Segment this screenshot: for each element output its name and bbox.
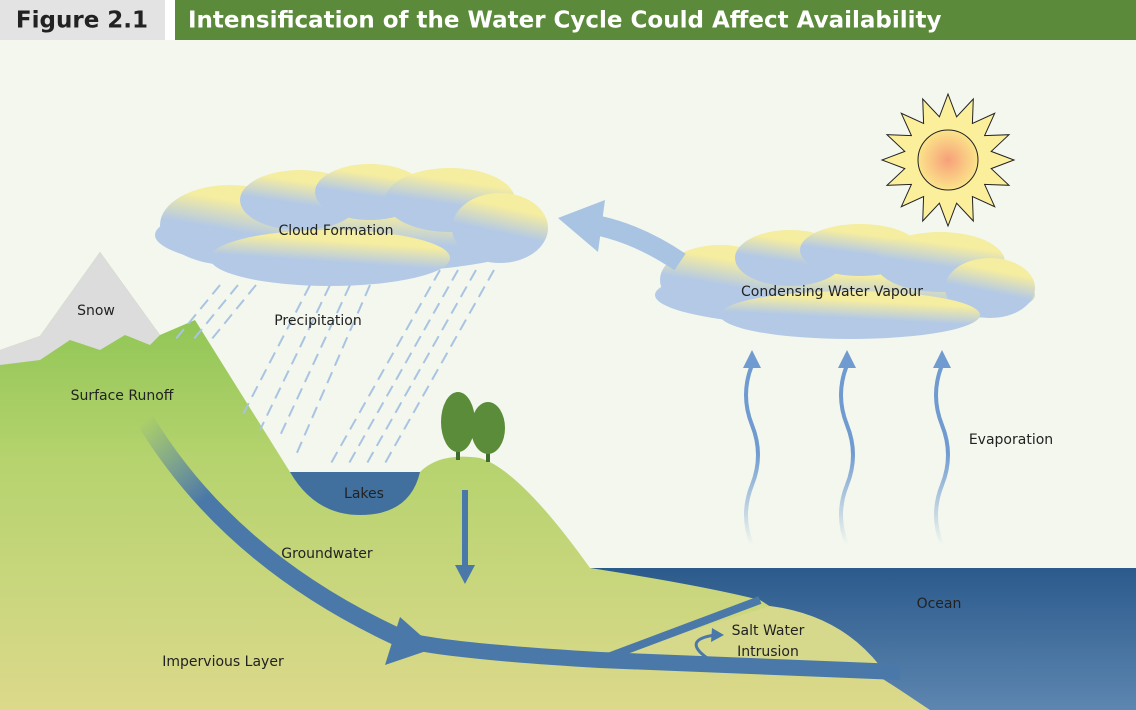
vapour-arrow — [597, 216, 686, 271]
figure-number: Figure 2.1 — [16, 8, 148, 34]
arrowhead — [558, 200, 605, 252]
arrowhead — [455, 565, 475, 584]
cloud — [655, 224, 1035, 339]
land — [0, 252, 930, 710]
label: Lakes — [344, 486, 384, 502]
label: Snow — [77, 303, 115, 319]
lake — [290, 472, 420, 515]
tree — [471, 402, 505, 454]
label: Cloud Formation — [278, 223, 393, 239]
rain — [174, 269, 495, 466]
label: Precipitation — [274, 313, 362, 329]
label: Ocean — [917, 596, 962, 612]
arrowhead — [385, 617, 435, 665]
arrowheads — [743, 350, 951, 368]
intrusion-zone — [600, 606, 880, 666]
label: Condensing Water Vapour — [741, 284, 923, 300]
tree — [441, 392, 475, 452]
label: Salt Water — [732, 623, 805, 639]
sun — [917, 129, 979, 191]
arrowhead — [711, 628, 724, 642]
label: Impervious Layer — [162, 654, 284, 670]
figure-box — [0, 0, 165, 40]
title-bar — [175, 0, 1136, 40]
intrusion-arrow — [694, 633, 716, 662]
label: Evaporation — [969, 432, 1053, 448]
label: Surface Runoff — [71, 388, 174, 404]
label: Groundwater — [281, 546, 373, 562]
snow-cap — [0, 252, 160, 365]
label: Intrusion — [737, 644, 799, 660]
cloud — [155, 164, 548, 286]
evaporation-arrows — [744, 360, 950, 546]
groundwater-flow — [137, 415, 404, 647]
intrusion-flow — [598, 596, 762, 664]
title: Intensification of the Water Cycle Could… — [188, 8, 942, 34]
